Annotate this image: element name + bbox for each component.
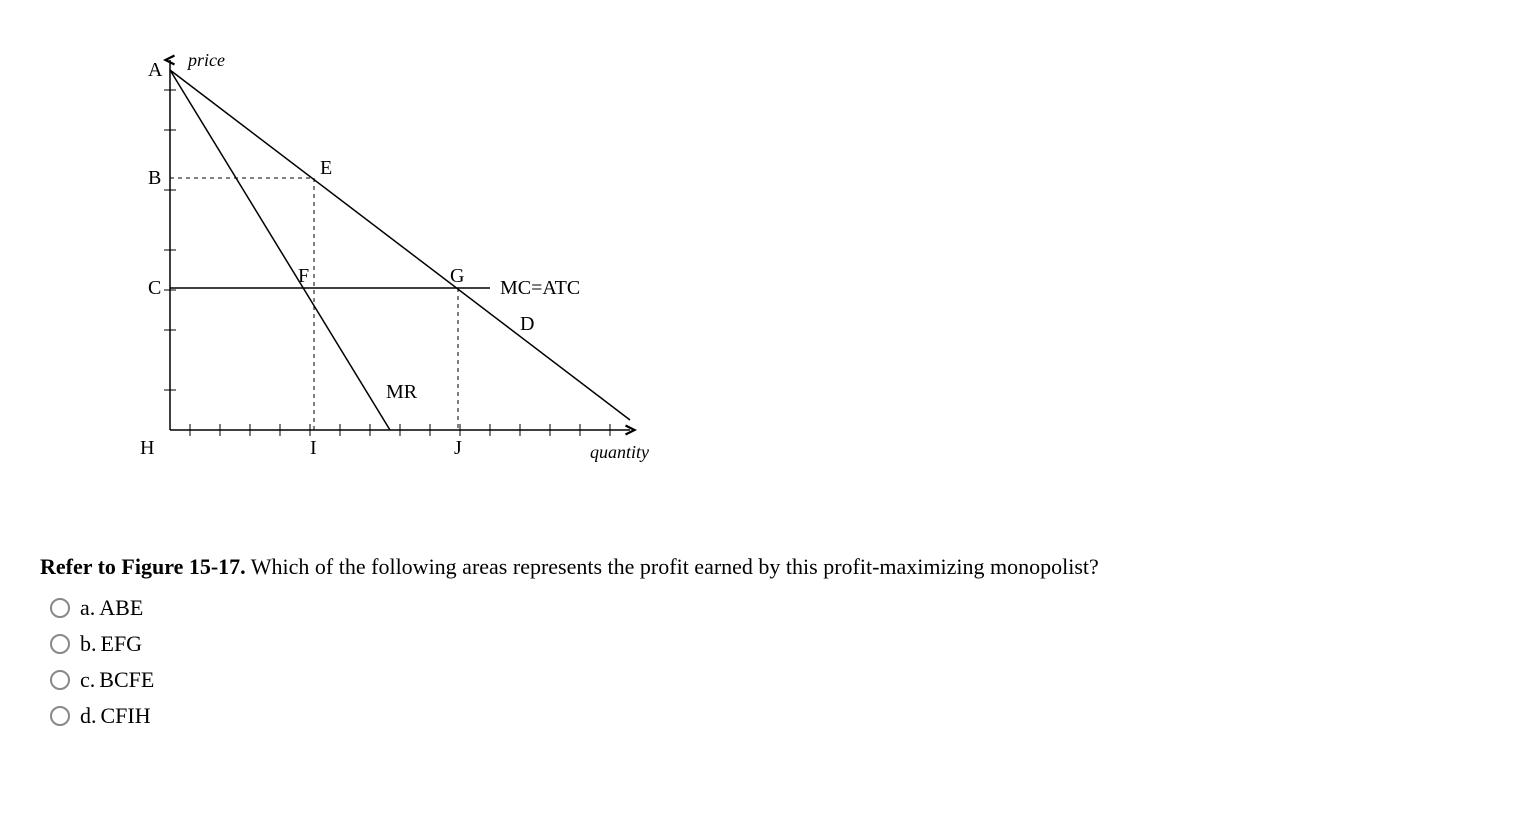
svg-text:C: C: [148, 277, 161, 299]
option-row-3[interactable]: d.CFIH: [50, 703, 1490, 729]
svg-text:price: price: [186, 50, 225, 70]
radio-button[interactable]: [50, 634, 70, 654]
option-letter: d.: [80, 703, 97, 729]
question-prefix: Refer to Figure 15-17.: [40, 554, 246, 579]
radio-button[interactable]: [50, 706, 70, 726]
option-row-0[interactable]: a.ABE: [50, 595, 1490, 621]
question-block: Refer to Figure 15-17. Which of the foll…: [40, 550, 1490, 729]
svg-text:A: A: [148, 59, 163, 81]
option-text: EFG: [101, 631, 143, 657]
svg-text:J: J: [454, 437, 462, 459]
economics-diagram: price quantity MC=ATC D MR A B C E F G H I J: [70, 30, 1490, 470]
svg-text:quantity: quantity: [590, 442, 649, 462]
diagram-svg: price quantity MC=ATC D MR A B C E F G H I J: [70, 30, 670, 470]
question-body: Which of the following areas represents …: [246, 554, 1099, 579]
svg-text:MC=ATC: MC=ATC: [500, 277, 580, 299]
option-text: ABE: [99, 595, 143, 621]
option-row-1[interactable]: b.EFG: [50, 631, 1490, 657]
svg-text:D: D: [520, 313, 534, 335]
radio-button[interactable]: [50, 598, 70, 618]
svg-text:H: H: [140, 437, 154, 459]
svg-text:B: B: [148, 167, 161, 189]
option-letter: a.: [80, 595, 95, 621]
option-row-2[interactable]: c.BCFE: [50, 667, 1490, 693]
option-text: BCFE: [99, 667, 154, 693]
option-letter: b.: [80, 631, 97, 657]
svg-text:MR: MR: [386, 381, 418, 403]
question-text: Refer to Figure 15-17. Which of the foll…: [40, 550, 1490, 583]
option-text: CFIH: [101, 703, 151, 729]
radio-button[interactable]: [50, 670, 70, 690]
svg-text:E: E: [320, 157, 332, 179]
svg-text:F: F: [298, 265, 309, 287]
option-letter: c.: [80, 667, 95, 693]
options-list: a.ABEb.EFGc.BCFEd.CFIH: [50, 595, 1490, 729]
svg-text:I: I: [310, 437, 317, 459]
svg-text:G: G: [450, 265, 464, 287]
